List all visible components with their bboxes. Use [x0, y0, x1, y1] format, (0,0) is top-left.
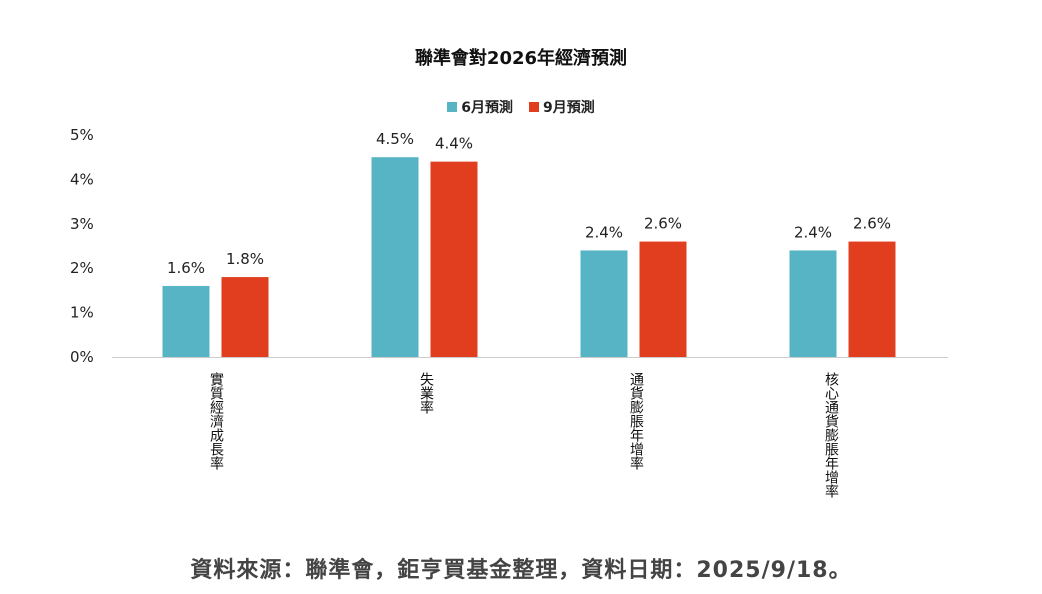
legend-swatch-june — [447, 102, 458, 112]
y-tick-label: 2% — [70, 259, 94, 277]
bar — [580, 250, 628, 357]
bar — [430, 161, 478, 357]
y-tick-label: 4% — [70, 170, 94, 188]
x-label-gdp: 實質經濟成長率 — [208, 372, 224, 470]
y-tick-label: 3% — [70, 215, 94, 233]
bar — [848, 241, 896, 357]
legend: 6月預測 9月預測 — [0, 97, 1042, 117]
y-tick-label: 0% — [70, 348, 94, 366]
data-label: 2.6% — [644, 215, 682, 233]
legend-item-june: 6月預測 — [447, 97, 513, 117]
legend-label-september: 9月預測 — [543, 100, 595, 116]
x-label-core-inflation: 核心通貨膨脹年增率 — [823, 372, 839, 498]
data-label: 2.6% — [853, 215, 891, 233]
legend-label-june: 6月預測 — [461, 100, 513, 116]
legend-swatch-september — [529, 102, 539, 112]
x-label-inflation: 通貨膨脹年增率 — [628, 372, 644, 470]
bar — [639, 241, 687, 357]
chart-title: 聯準會對2026年經濟預測 — [414, 48, 628, 69]
legend-item-september: 9月預測 — [529, 97, 595, 117]
bar — [789, 250, 837, 357]
y-tick-label: 5% — [70, 126, 94, 144]
data-label: 4.4% — [435, 135, 473, 153]
data-label: 1.8% — [226, 250, 264, 268]
data-label: 1.6% — [167, 259, 205, 277]
y-tick-label: 1% — [70, 304, 94, 322]
data-label: 4.5% — [376, 130, 414, 148]
data-label: 2.4% — [585, 223, 623, 241]
x-label-unemployment: 失業率 — [418, 372, 434, 414]
source-note: 資料來源：聯準會，鉅亨買基金整理，資料日期：2025/9/18。 — [190, 558, 852, 583]
bar — [221, 277, 269, 357]
data-label: 2.4% — [794, 223, 832, 241]
bar — [371, 157, 419, 357]
bar — [162, 285, 210, 357]
